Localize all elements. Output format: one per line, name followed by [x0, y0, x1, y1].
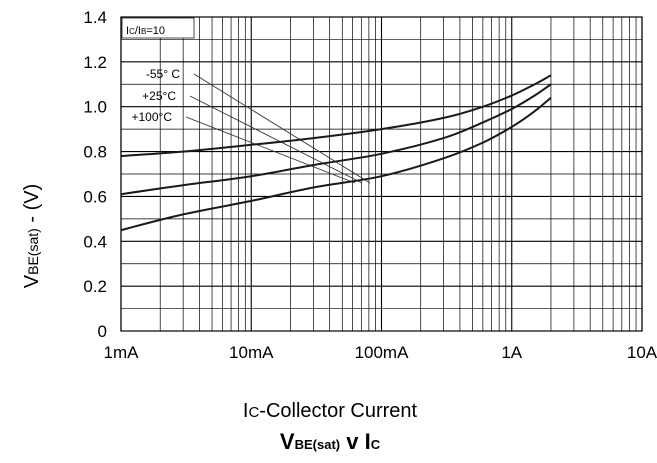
series-labels: -55° C +25°C +100°C [132, 67, 181, 124]
series-label-leader [185, 116, 356, 184]
x-tick-label: 10mA [229, 343, 274, 362]
y-tick-label: 0.4 [83, 232, 107, 251]
x-tick-label: 1mA [104, 343, 140, 362]
series-line [120, 96, 552, 232]
series-line [120, 74, 552, 158]
y-axis-label: VBE(sat) - (V) [21, 184, 43, 288]
y-tick-label: 1.2 [83, 53, 107, 72]
x-axis-label: IC-Collector Current [243, 400, 418, 422]
plot-frame [120, 16, 643, 332]
y-tick-label: 1.4 [83, 8, 107, 27]
chart-title: VBE(sat) v IC [280, 429, 381, 454]
series-curves [120, 74, 552, 232]
series-line [120, 83, 552, 196]
x-tick-label: 10A [627, 343, 657, 362]
y-tick-label: 0.8 [83, 143, 107, 162]
condition-label: IC/IB=10 [126, 25, 165, 37]
y-tick-label: 1.0 [83, 98, 107, 117]
tick-labels: 0 0.2 0.4 0.6 0.8 1.0 1.2 1.4 1mA 10mA 100mA 1A 10A [83, 8, 657, 362]
series-label: -55° C [146, 67, 180, 81]
series-label-leader [193, 73, 371, 184]
y-tick-label: 0 [98, 322, 107, 341]
series-label-leaders [185, 73, 371, 184]
grid [120, 16, 643, 332]
series-label-leader [189, 95, 363, 184]
y-tick-label: 0.2 [83, 277, 107, 296]
y-tick-label: 0.6 [83, 187, 107, 206]
x-tick-label: 1A [501, 343, 522, 362]
x-tick-label: 100mA [355, 343, 410, 362]
series-label: +100°C [132, 110, 173, 124]
series-label: +25°C [142, 89, 176, 103]
condition-label-box [121, 17, 195, 39]
